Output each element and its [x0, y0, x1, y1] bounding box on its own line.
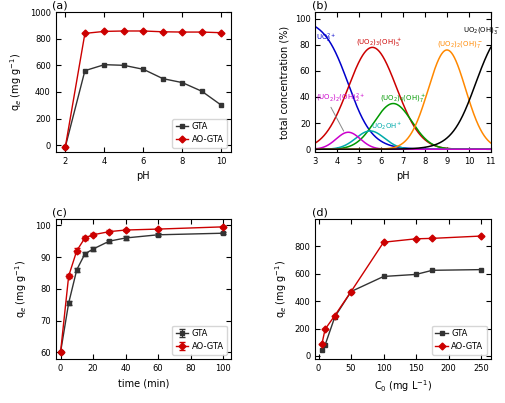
- GTA: [218, 103, 224, 108]
- AO-GTA: [160, 29, 166, 34]
- Legend: GTA, AO-GTA: GTA, AO-GTA: [172, 326, 227, 355]
- Y-axis label: total concentration (%): total concentration (%): [279, 25, 289, 139]
- AO-GTA: [321, 327, 327, 332]
- GTA: [428, 268, 434, 273]
- AO-GTA: [331, 313, 337, 318]
- Text: (c): (c): [52, 208, 67, 218]
- GTA: [82, 68, 88, 73]
- AO-GTA: [318, 342, 324, 347]
- Line: GTA: GTA: [63, 62, 223, 149]
- Text: UO$_2$OH$^+$: UO$_2$OH$^+$: [371, 120, 402, 132]
- GTA: [101, 62, 107, 67]
- Text: (UO$_2$)$_3$(OH)$_5^+$: (UO$_2$)$_3$(OH)$_5^+$: [355, 36, 401, 49]
- Text: (UO$_2$)$_2$(OH)$_2^{2+}$: (UO$_2$)$_2$(OH)$_2^{2+}$: [316, 92, 365, 106]
- AO-GTA: [101, 29, 107, 34]
- X-axis label: pH: pH: [136, 171, 150, 181]
- Line: GTA: GTA: [319, 267, 483, 353]
- X-axis label: pH: pH: [395, 171, 409, 181]
- Y-axis label: q$_e$ (mg g$^{-1}$): q$_e$ (mg g$^{-1}$): [273, 260, 288, 318]
- Line: AO-GTA: AO-GTA: [319, 234, 483, 347]
- GTA: [198, 89, 205, 94]
- AO-GTA: [179, 30, 185, 35]
- GTA: [140, 67, 146, 72]
- X-axis label: C$_0$ (mg L$^{-1}$): C$_0$ (mg L$^{-1}$): [373, 378, 431, 394]
- Legend: GTA, AO-GTA: GTA, AO-GTA: [172, 119, 227, 147]
- GTA: [412, 272, 418, 277]
- AO-GTA: [380, 240, 386, 245]
- X-axis label: time (min): time (min): [118, 378, 169, 388]
- AO-GTA: [198, 30, 205, 35]
- GTA: [62, 144, 68, 149]
- GTA: [318, 348, 324, 353]
- GTA: [331, 314, 337, 319]
- GTA: [160, 76, 166, 81]
- Text: (a): (a): [52, 1, 68, 11]
- Text: (d): (d): [311, 208, 327, 218]
- AO-GTA: [121, 29, 127, 33]
- AO-GTA: [218, 30, 224, 35]
- GTA: [347, 289, 354, 294]
- AO-GTA: [412, 237, 418, 241]
- GTA: [380, 274, 386, 279]
- AO-GTA: [82, 31, 88, 36]
- GTA: [477, 267, 483, 272]
- AO-GTA: [347, 289, 354, 294]
- AO-GTA: [62, 144, 68, 149]
- Text: (UO$_2$)$_2$(OH)$_7^-$: (UO$_2$)$_2$(OH)$_7^-$: [436, 39, 482, 50]
- Text: UO$_2$(OH)$_3^-$: UO$_2$(OH)$_3^-$: [463, 25, 499, 36]
- Legend: GTA, AO-GTA: GTA, AO-GTA: [431, 326, 486, 355]
- AO-GTA: [477, 234, 483, 239]
- GTA: [321, 343, 327, 347]
- GTA: [121, 63, 127, 68]
- Text: UO$_2^{2+}$: UO$_2^{2+}$: [316, 32, 336, 45]
- GTA: [179, 80, 185, 85]
- Y-axis label: q$_e$ (mg g$^{-1}$): q$_e$ (mg g$^{-1}$): [9, 53, 24, 111]
- AO-GTA: [428, 236, 434, 241]
- Y-axis label: q$_e$ (mg g$^{-1}$): q$_e$ (mg g$^{-1}$): [14, 260, 29, 318]
- AO-GTA: [140, 29, 146, 33]
- Text: (UO$_2$)$_4$(OH)$_7^+$: (UO$_2$)$_4$(OH)$_7^+$: [379, 93, 425, 105]
- Line: AO-GTA: AO-GTA: [63, 29, 223, 149]
- Text: (b): (b): [311, 1, 327, 11]
